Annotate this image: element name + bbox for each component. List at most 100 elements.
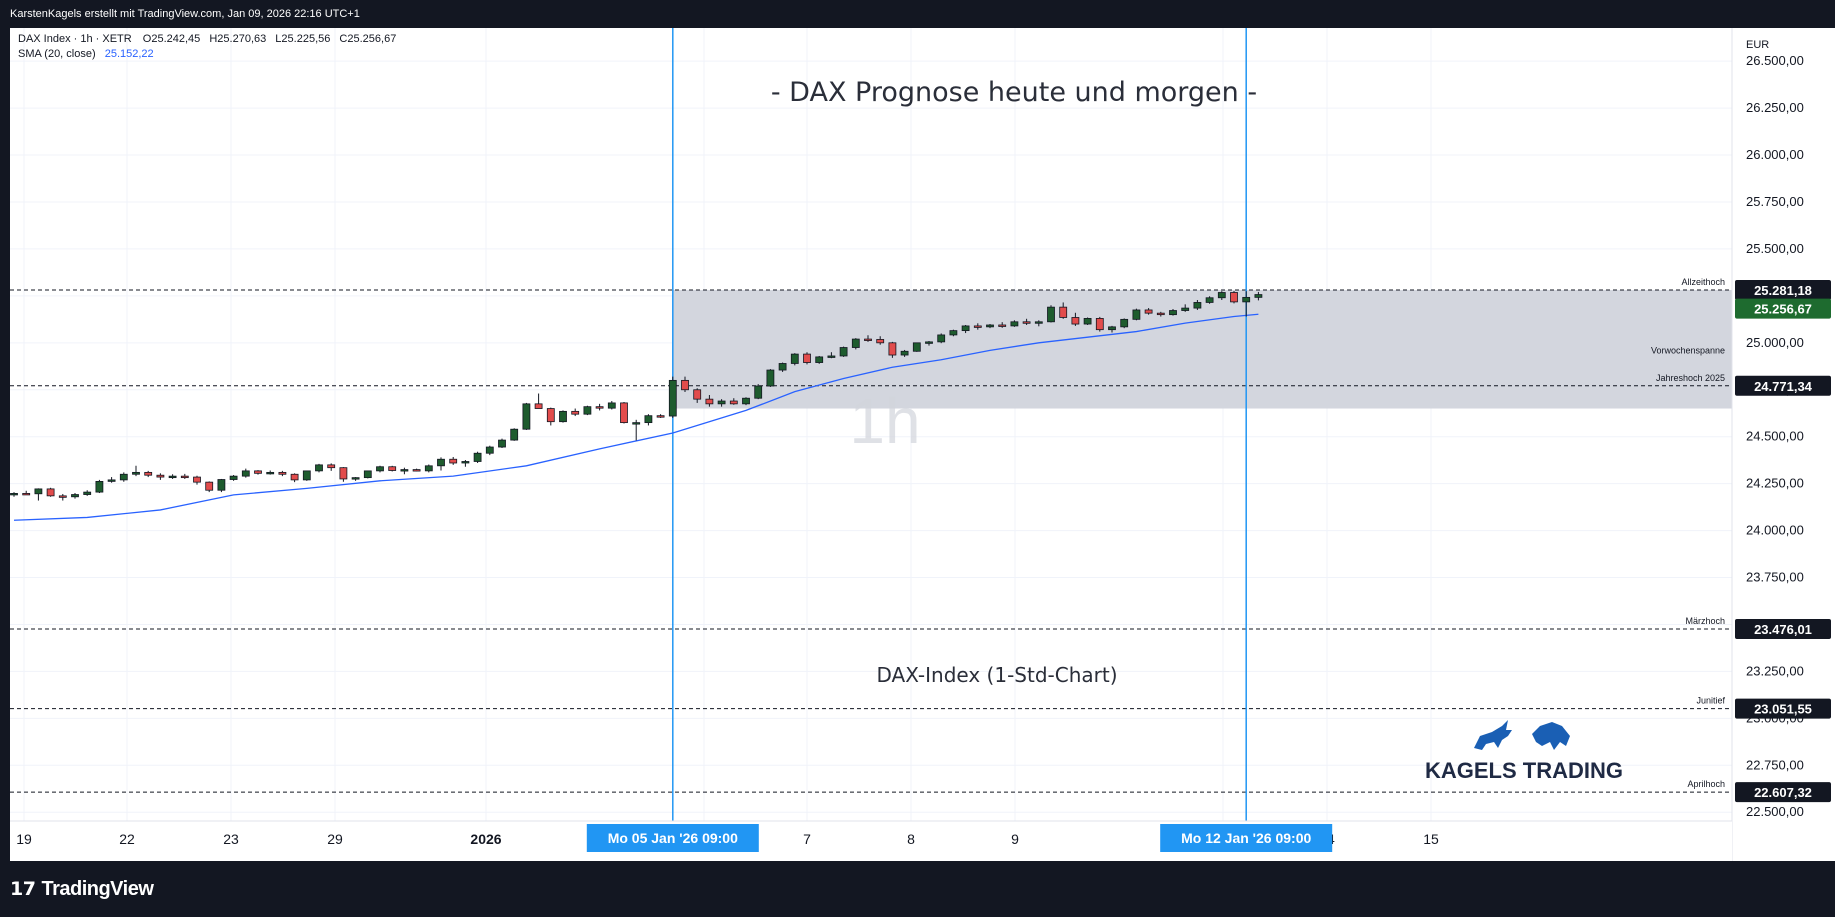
candle [1120, 318, 1129, 329]
candle-body [559, 410, 567, 423]
candle-body [888, 342, 897, 356]
candle [217, 478, 226, 493]
candle-body [1108, 326, 1116, 331]
candle [1242, 291, 1251, 317]
candle [839, 346, 848, 357]
candle [351, 477, 360, 481]
candle-body [229, 475, 238, 480]
price-tick-label: 25.000,00 [1746, 335, 1804, 350]
time-axis[interactable]: 1922232920266789131415 Mo 05 Jan '26 09:… [10, 820, 1732, 861]
candle [681, 376, 689, 393]
time-tick-label: 23 [223, 831, 239, 847]
candle [424, 464, 433, 473]
candle-body [1022, 321, 1031, 324]
candle-body [1132, 309, 1141, 320]
brand-logo: KAGELS TRADING [1425, 720, 1623, 783]
candle [790, 353, 799, 366]
candle-body [71, 494, 79, 498]
candle-body [241, 470, 250, 477]
candle [107, 477, 116, 483]
candle [95, 479, 104, 494]
time-badge-text: Mo 05 Jan '26 09:00 [608, 830, 738, 846]
candle-body [278, 471, 287, 475]
time-tick-label: 8 [907, 831, 915, 847]
candle [1095, 316, 1104, 332]
price-tick-label: 26.500,00 [1746, 53, 1804, 68]
price-axis[interactable]: EUR 26.500,00 26.250,00 26.000,00 25.750,00… [1731, 28, 1835, 861]
candle-body [1095, 318, 1104, 331]
candle-body [754, 385, 763, 399]
price-tick-label: 23.250,00 [1746, 663, 1804, 678]
currency-label: EUR [1746, 39, 1769, 51]
candle [1169, 309, 1177, 316]
time-tick-label: 7 [803, 831, 811, 847]
candle-body [58, 495, 67, 498]
candle-body [83, 491, 92, 495]
candle [498, 438, 506, 448]
candle [1217, 291, 1226, 301]
candle-body [205, 481, 214, 491]
grid-lines [10, 28, 1732, 821]
candle-body [1181, 307, 1190, 311]
candle-body [595, 406, 604, 409]
candle-body [119, 473, 128, 481]
candle-body [632, 422, 641, 425]
candle [205, 481, 214, 493]
candle [559, 410, 567, 423]
candle-body [22, 493, 31, 496]
candle [949, 329, 958, 337]
tradingview-logo[interactable]: 17 TradingView [10, 877, 154, 901]
candle-body [485, 446, 494, 454]
candle-body [790, 353, 799, 364]
candle-body [1230, 292, 1238, 303]
candle [912, 342, 921, 352]
candle [973, 323, 982, 330]
candle-body [534, 403, 543, 409]
candle-body [1083, 318, 1092, 325]
candle [742, 397, 750, 406]
candle-body [815, 356, 824, 363]
candle-body [10, 493, 18, 496]
vertical-lines [672, 28, 1247, 821]
candle-body [693, 389, 702, 400]
candle-body [912, 342, 921, 352]
candle-body [510, 428, 519, 441]
candle [510, 428, 519, 441]
candle-body [620, 402, 628, 424]
time-tick-label: 15 [1423, 831, 1439, 847]
price-chart[interactable]: Vorwochenspanne Allzeithoch Jahreshoch 20… [10, 28, 1835, 861]
candle-body [1156, 312, 1165, 316]
candle-body [1071, 317, 1080, 325]
candle [278, 470, 287, 477]
candle-body [424, 465, 433, 472]
candle-body [363, 470, 372, 479]
candle-body [681, 379, 689, 391]
legend-sma-label: SMA (20, close) [18, 48, 96, 60]
candle [986, 324, 994, 329]
bear-icon [1532, 722, 1570, 750]
candle [620, 401, 628, 424]
candle [607, 401, 616, 410]
candle [754, 384, 763, 400]
candle [534, 393, 543, 409]
chart-credit: KarstenKagels erstellt mit TradingView.c… [10, 8, 360, 20]
candle-body [1205, 297, 1214, 303]
candle [1205, 296, 1214, 304]
level-price-text: 23.476,01 [1754, 622, 1812, 637]
price-tick-label: 24.500,00 [1746, 429, 1804, 444]
level-price-badge [1735, 618, 1831, 639]
price-tick-label: 22.750,00 [1746, 757, 1804, 772]
level-price-text: 23.051,55 [1754, 702, 1812, 717]
candles [10, 290, 1263, 501]
candle [668, 376, 677, 418]
candle [461, 459, 470, 467]
candle [656, 414, 665, 418]
candle [1083, 317, 1092, 325]
bull-icon [1474, 720, 1512, 750]
tradingview-logo-text: TradingView [41, 877, 154, 900]
candle [803, 352, 811, 365]
candle [168, 474, 177, 479]
candle [144, 470, 153, 478]
time-tick-label: 19 [16, 831, 32, 847]
legend-sma: SMA (20, close) 25.152,22 [18, 48, 154, 60]
